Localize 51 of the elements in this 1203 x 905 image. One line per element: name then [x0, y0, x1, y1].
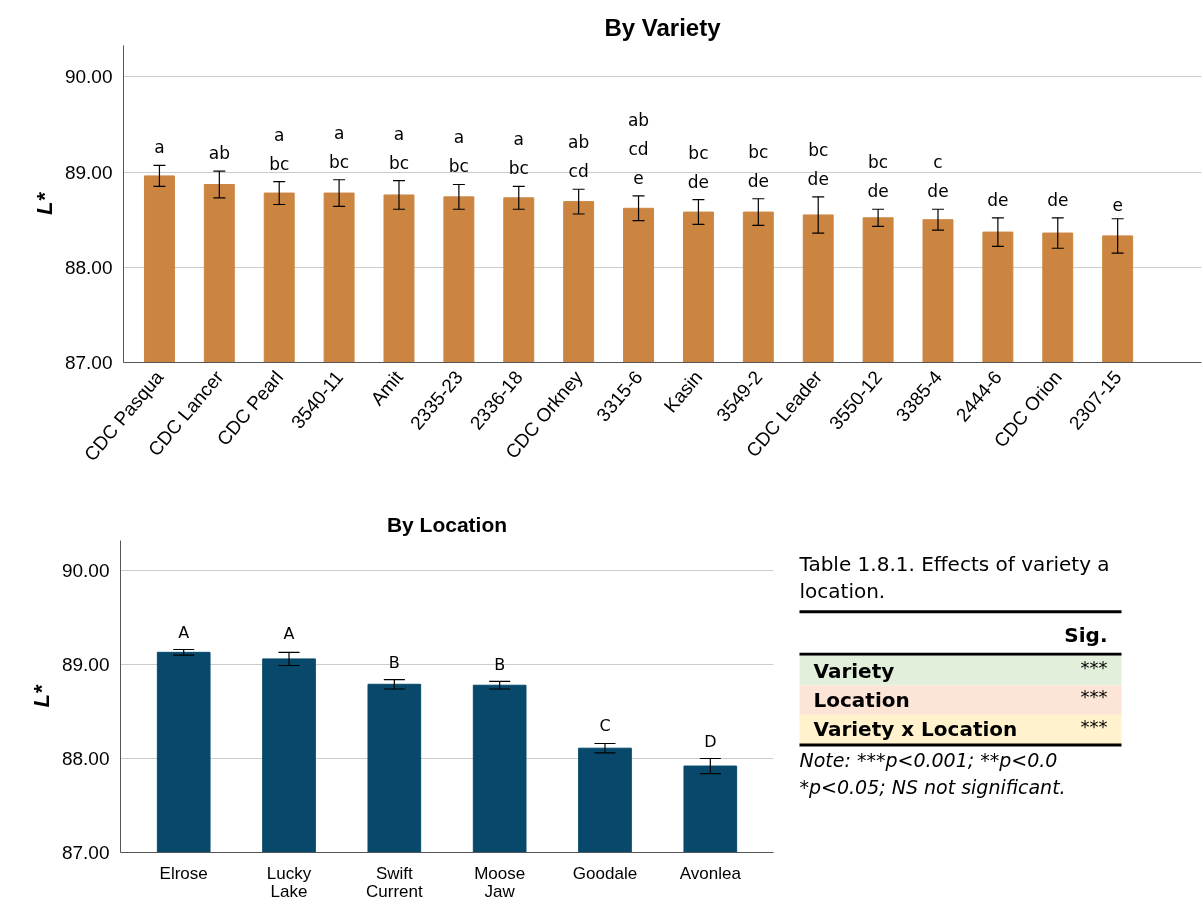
text: *p<0.05; NS not significant. — [799, 776, 1066, 799]
y-axis-title: L* — [28, 684, 54, 708]
category-label: Variety — [813, 658, 895, 683]
annotation: bc de — [687, 142, 710, 192]
x-tick-label: Avonlea — [679, 863, 742, 883]
category-label: Sig. — [1064, 622, 1108, 647]
y-tick-label: 90.00 — [61, 560, 110, 582]
annotation: bc de — [867, 152, 889, 202]
y-tick-label: 90.00 — [64, 66, 113, 88]
annotation: B — [388, 652, 400, 672]
x-tick-label: Elrose — [159, 863, 208, 883]
y-tick-label: 88.00 — [64, 256, 113, 278]
chart-title: By Location — [386, 512, 508, 536]
annotation: e — [1112, 194, 1123, 215]
category-label: Variety x Location — [813, 717, 1018, 742]
annotation: B — [494, 655, 506, 675]
annotation: bc de — [747, 141, 769, 191]
x-tick-label: Swift Current — [366, 863, 423, 901]
annotation: A — [178, 622, 190, 642]
annotation: C — [599, 716, 611, 736]
annotation: ab cd — [568, 132, 590, 182]
category-label: Location — [813, 687, 910, 712]
annotation: de — [987, 189, 1009, 210]
annotation: a bc — [269, 124, 290, 174]
annotation: a bc — [448, 127, 469, 177]
y-tick-label: 87.00 — [64, 352, 113, 373]
annotation: de — [1047, 189, 1069, 210]
text: Table 1.8.1. Effects of variety a location. — [798, 551, 1110, 603]
text: *** — [1080, 686, 1108, 708]
chart-title: By Variety — [604, 13, 722, 41]
x-tick-label: Goodale — [572, 863, 638, 883]
y-axis-title: L* — [31, 191, 57, 215]
annotation: c de — [927, 152, 949, 202]
annotation: a — [154, 137, 165, 158]
text: *** — [1080, 715, 1108, 737]
text: *** — [1080, 656, 1108, 678]
x-tick-label: Moose Jaw — [474, 863, 526, 901]
annotation: D — [704, 731, 717, 751]
y-tick-label: 87.00 — [61, 842, 110, 863]
text: Note: ***p<0.001; **p<0.0 — [799, 749, 1058, 772]
y-tick-label: 89.00 — [61, 654, 110, 676]
annotation: A — [283, 624, 295, 644]
annotation: ab — [208, 143, 230, 164]
annotation: a bc — [329, 122, 350, 172]
annotation: a bc — [388, 123, 410, 173]
annotation: ab cd e — [627, 109, 650, 188]
y-tick-label: 89.00 — [64, 161, 113, 183]
x-tick-label: Lucky Lake — [266, 863, 312, 901]
annotation: a bc — [508, 129, 529, 179]
annotation: bc de — [807, 139, 829, 189]
y-tick-label: 88.00 — [61, 748, 110, 770]
